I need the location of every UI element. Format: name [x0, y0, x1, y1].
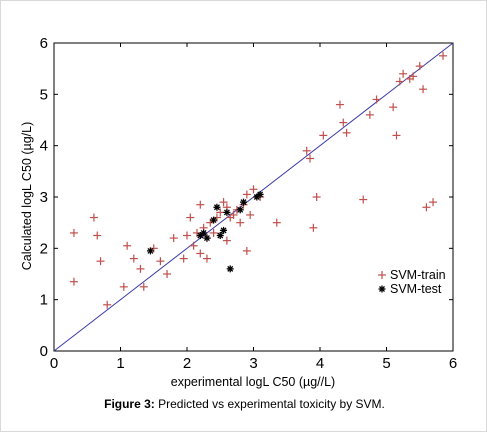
train-point	[399, 69, 408, 78]
test-point	[210, 216, 218, 224]
train-point	[422, 203, 431, 212]
train-point	[119, 282, 128, 291]
x-tick-label: 2	[183, 355, 191, 372]
train-point	[123, 241, 132, 250]
train-point	[216, 208, 225, 217]
train-point	[186, 213, 195, 222]
train-point	[96, 257, 105, 266]
scatter-chart: 0 1 2 3 4 5 6 0 1 2 3 4 5 6 experimental logL C50 (µg…	[20, 35, 458, 389]
train-point	[93, 231, 102, 240]
caption-text: Predicted vs experimental toxicity by SV…	[158, 397, 385, 411]
train-point	[202, 254, 211, 263]
train-point	[236, 218, 245, 227]
x-tick-label: 5	[382, 355, 390, 372]
train-point	[196, 249, 205, 258]
train-point	[365, 110, 374, 119]
train-point	[335, 100, 344, 109]
y-tick-label: 1	[40, 292, 48, 309]
train-point	[179, 254, 188, 263]
train-point	[196, 200, 205, 209]
train-point	[229, 210, 238, 219]
legend-train-label: SVM-train	[390, 268, 446, 282]
legend-test-marker	[378, 285, 386, 293]
train-point	[339, 118, 348, 127]
train-point	[392, 131, 401, 140]
train-point	[249, 185, 258, 194]
train-point	[89, 213, 98, 222]
x-tick-label: 3	[249, 355, 257, 372]
train-point	[222, 236, 231, 245]
y-tick-label: 3	[40, 189, 48, 206]
x-tick-label: 6	[449, 355, 457, 372]
train-point	[319, 131, 328, 140]
train-point	[189, 241, 198, 250]
train-point	[242, 246, 251, 255]
y-tick-label: 2	[40, 240, 48, 257]
train-point	[395, 77, 404, 86]
train-point	[302, 146, 311, 155]
train-point	[342, 128, 351, 137]
test-point	[216, 232, 224, 239]
train-point	[359, 195, 368, 204]
test-point	[146, 247, 154, 255]
train-point	[69, 277, 78, 286]
train-point	[242, 190, 251, 199]
y-tick-label: 4	[40, 138, 48, 155]
legend-train-symbol	[378, 271, 386, 279]
train-point	[139, 282, 148, 291]
x-tick-label: 4	[316, 355, 324, 372]
train-point	[372, 95, 381, 104]
train-point	[306, 154, 315, 163]
train-point	[419, 85, 428, 94]
train-point	[429, 198, 438, 207]
test-point	[240, 198, 248, 206]
train-point	[272, 218, 281, 227]
test-point	[203, 234, 211, 242]
y-axis-label: Calculated logL C50 (µg/L)	[20, 122, 34, 271]
plot-area	[53, 42, 454, 352]
legend: SVM-train SVM-test	[378, 268, 446, 296]
train-point	[409, 72, 418, 81]
train-point	[219, 198, 228, 207]
x-tick-label: 0	[50, 355, 58, 372]
test-point	[223, 208, 231, 216]
x-axis-label: experimental logL C50 (µg//L)	[171, 375, 335, 389]
train-point	[309, 223, 318, 232]
caption-label: Figure 3:	[104, 397, 155, 411]
train-point	[169, 234, 178, 243]
train-point	[156, 257, 165, 266]
train-point	[312, 193, 321, 201]
test-point	[236, 206, 244, 214]
test-point	[220, 226, 228, 234]
y-tick-label: 6	[40, 35, 48, 52]
train-point	[439, 51, 448, 60]
y-tick-label: 5	[40, 86, 48, 103]
train-point	[246, 210, 255, 219]
x-tick-label: 1	[116, 355, 124, 372]
legend-test-label: SVM-test	[390, 282, 442, 296]
test-point	[256, 190, 264, 198]
train-point	[129, 254, 138, 263]
test-point	[213, 203, 221, 211]
test-point	[200, 229, 208, 237]
legend-train-marker	[378, 271, 386, 279]
tick-labels: 0 1 2 3 4 5 6 0 1 2 3 4 5 6	[40, 35, 458, 372]
train-point	[389, 103, 398, 112]
test-point	[226, 265, 234, 273]
train-point	[136, 264, 145, 273]
y-tick-label: 0	[40, 343, 48, 360]
legend-test-symbol	[378, 285, 386, 293]
train-point	[183, 231, 191, 240]
train-point	[69, 228, 78, 237]
train-point	[209, 228, 218, 237]
train-point	[415, 62, 424, 71]
figure-caption: Figure 3: Predicted vs experimental toxi…	[1, 397, 487, 411]
train-point	[163, 270, 172, 278]
train-point	[103, 300, 112, 309]
